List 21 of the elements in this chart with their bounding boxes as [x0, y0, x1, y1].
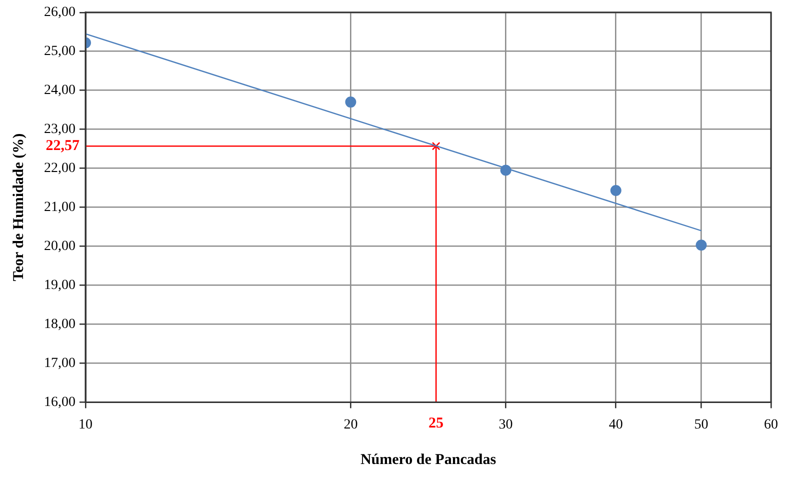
y-tick-label: 24,00	[44, 83, 76, 98]
y-tick-label: 25,00	[44, 44, 76, 60]
y-tick-label: 17,00	[44, 356, 76, 371]
y-tick-label: 18,00	[44, 316, 76, 332]
ref-line-label: 22,57	[46, 138, 80, 154]
x-axis-title: Número de Pancadas	[360, 452, 496, 468]
y-tick-label: 16,00	[44, 394, 76, 410]
y-tick-label: 19,00	[44, 278, 76, 293]
x-tick-label: 50	[694, 417, 708, 432]
y-tick-label: 26,00	[44, 5, 76, 20]
y-tick-label: 20,00	[44, 238, 76, 254]
y-tick-label: 23,00	[44, 122, 76, 138]
y-tick-label: 22,00	[44, 160, 76, 176]
y-tick-label: 21,00	[44, 200, 76, 215]
x-tick-label: 20	[344, 417, 358, 432]
x-tick-label: 60	[764, 417, 778, 432]
ref-line-label: 25	[428, 416, 444, 432]
x-tick-label: 30	[498, 417, 513, 432]
x-tick-label: 40	[608, 417, 623, 432]
y-axis-title: Teor de Humidade (%)	[10, 133, 27, 282]
x-tick-label: 10	[78, 417, 92, 432]
